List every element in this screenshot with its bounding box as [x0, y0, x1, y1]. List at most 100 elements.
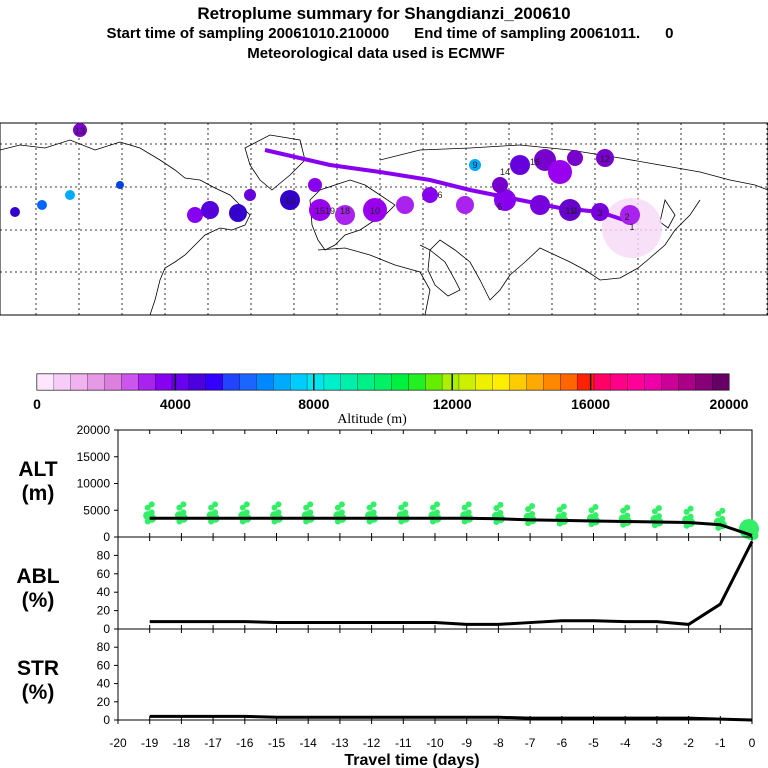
plume-cluster-bubble: [280, 190, 300, 210]
x-tick-label: -14: [300, 736, 318, 750]
plume-cluster-bubble: [596, 149, 614, 167]
altitude-scatter-point: [338, 509, 345, 516]
altitude-scatter-point: [560, 511, 567, 518]
coastline-africa: [317, 247, 431, 316]
panel-ylabel-abl: ABL: [16, 565, 59, 588]
altitude-scatter-point: [275, 501, 282, 508]
altitude-scatter-point: [560, 503, 567, 510]
plume-cluster-label: 12: [600, 154, 610, 164]
altitude-scatter-point: [719, 515, 726, 522]
plume-centroid-track: [264, 148, 631, 224]
plume-cluster-label: 1: [629, 222, 634, 232]
x-tick-label: -1: [715, 736, 726, 750]
plume-cluster-label: 5: [497, 202, 502, 212]
y-tick-label: 20: [97, 695, 111, 709]
altitude-scatter-point: [366, 504, 373, 511]
x-axis-label: Travel time (days): [344, 752, 479, 768]
plume-cluster-bubble: [116, 181, 124, 189]
altitude-scatter-point: [148, 501, 155, 508]
altitude-scatter-point: [402, 501, 409, 508]
x-tick-label: -20: [109, 736, 127, 750]
coastline-arabia: [427, 249, 461, 297]
altitude-scatter-point: [208, 504, 215, 511]
panel-frame-abl: [117, 536, 753, 630]
altitude-scatter-point: [620, 507, 627, 514]
x-tick-label: -15: [268, 736, 286, 750]
plume-cluster-bubble: [73, 123, 87, 137]
plume-cluster-bubble: [10, 207, 20, 217]
altitude-scatter-point: [461, 504, 468, 511]
altitude-scatter-point: [180, 509, 187, 516]
y-tick-label: 5000: [83, 503, 110, 517]
y-tick-label: 40: [97, 677, 111, 691]
plume-cluster-label: 2: [624, 212, 629, 222]
altitude-scatter-point: [334, 504, 341, 511]
x-tick-label: -4: [620, 736, 631, 750]
plume-cluster-label: 18: [340, 206, 350, 216]
altitude-scatter-point: [180, 501, 187, 508]
plume-cluster-bubble: [559, 199, 581, 221]
met-data-note: Meteorological data used is ECMWF: [247, 45, 505, 62]
altitude-scatter-point: [655, 505, 662, 512]
plume-cluster-label: 11: [565, 206, 574, 216]
altitude-scatter-point: [624, 512, 631, 519]
altitude-scatter-point: [243, 509, 250, 516]
coastline-japan: [659, 199, 676, 229]
y-tick-label: 60: [97, 658, 111, 672]
altitude-scatter-point: [307, 509, 314, 516]
altitude-scatter-point: [529, 502, 536, 509]
plume-cluster-bubble: [469, 159, 481, 171]
coastline-greenland: [244, 134, 306, 191]
plume-cluster-label: 13: [75, 126, 85, 136]
x-tick-label: -13: [331, 736, 349, 750]
altitude-scatter-point: [624, 504, 631, 511]
x-tick-label: -16: [236, 736, 254, 750]
y-tick-label: 0: [103, 622, 110, 636]
y-tick-label: 80: [97, 640, 111, 654]
plume-cluster-bubble: [65, 190, 75, 200]
x-tick-label: -2: [683, 736, 694, 750]
y-tick-label: 10000: [77, 477, 111, 491]
altitude-scatter-point: [651, 508, 658, 515]
x-tick-label: -6: [556, 736, 567, 750]
altitude-scatter-point: [465, 501, 472, 508]
coastline-east-asia: [419, 199, 701, 301]
plume-cluster-bubble: [37, 200, 47, 210]
plume-cluster-bubble: [363, 198, 387, 222]
x-tick-label: 0: [749, 736, 756, 750]
plume-cluster-bubble: [244, 189, 256, 201]
x-tick-label: -12: [363, 736, 381, 750]
colorbar-tick-label: 8000: [298, 396, 329, 412]
y-tick-label: 20: [97, 604, 111, 618]
altitude-scatter-point: [148, 509, 155, 516]
plume-cluster-bubble: [229, 204, 247, 222]
plume-cluster-bubble: [591, 203, 609, 221]
plume-cluster-bubble: [620, 205, 640, 225]
altitude-scatter-point: [687, 513, 694, 520]
x-tick-label: -11: [395, 736, 412, 750]
plume-cluster-bubble: [422, 187, 438, 203]
colorbar-swatch: [711, 373, 730, 391]
plume-cluster-label: 9: [472, 160, 477, 170]
chart-title: Retroplume summary for Shangdianzi_20061…: [197, 4, 571, 23]
plume-cluster-bubble: [456, 196, 474, 214]
altitude-scatter-point: [592, 504, 599, 511]
altitude-scatter-point: [370, 501, 377, 508]
y-tick-label: 80: [97, 548, 111, 562]
panel-frame-str: [117, 628, 753, 721]
altitude-scatter-point: [588, 507, 595, 514]
series-line-str: [149, 714, 753, 722]
series-line-abl: [149, 540, 754, 626]
x-tick-label: -8: [493, 736, 504, 750]
altitude-scatter-point: [271, 504, 278, 511]
altitude-scatter-point: [434, 501, 440, 508]
plume-cluster-label: 16: [530, 157, 540, 167]
plume-cluster-bubble: [187, 207, 203, 223]
altitude-scatter-point: [307, 501, 314, 508]
altitude-scatter-point: [493, 505, 500, 512]
altitude-scatter-point: [243, 501, 250, 508]
x-tick-label: -9: [461, 736, 472, 750]
plume-cluster-label: 14: [500, 167, 510, 177]
plume-origin-halo: [602, 198, 662, 258]
